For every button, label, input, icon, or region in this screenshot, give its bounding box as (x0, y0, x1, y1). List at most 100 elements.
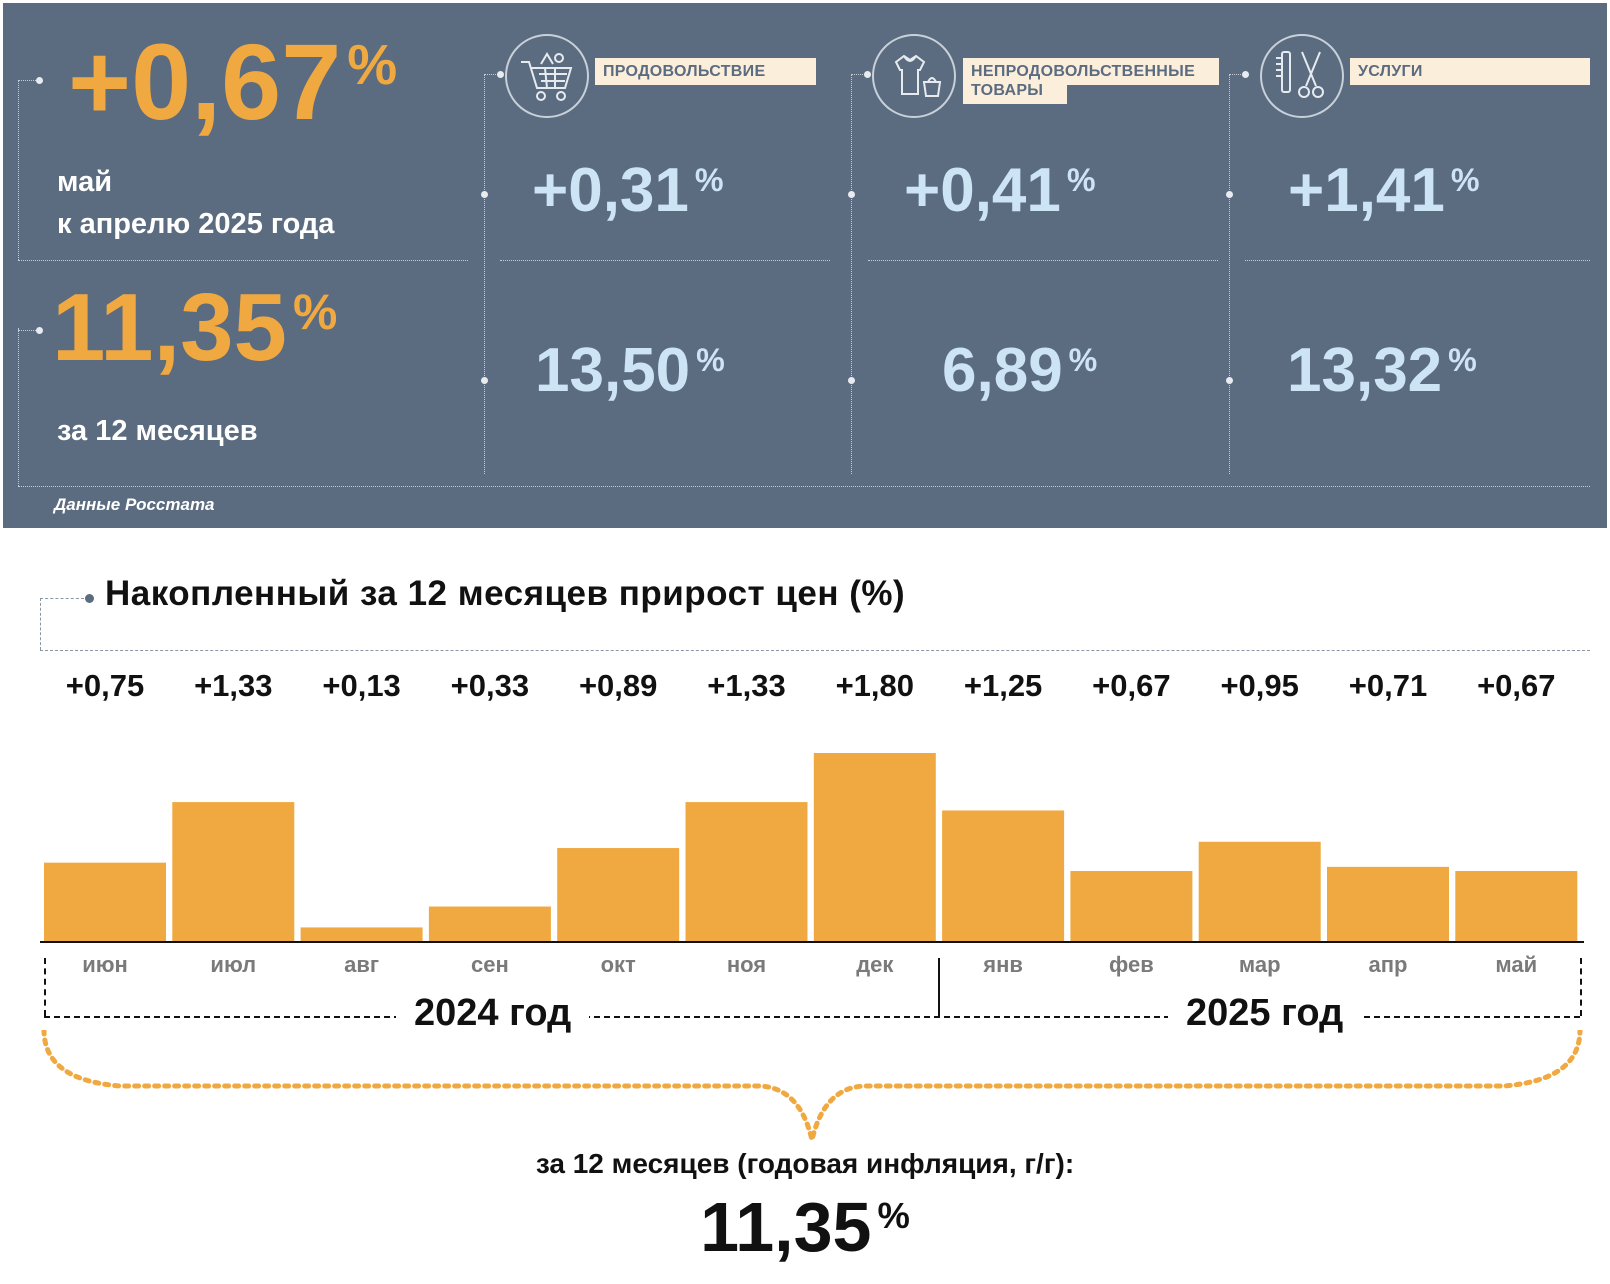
connector-line (18, 330, 38, 331)
percent-sign: % (696, 342, 725, 379)
data-label-апр: +0,71 (1348, 668, 1428, 703)
data-label-фев: +0,67 (1092, 668, 1171, 703)
connector-node (848, 191, 855, 198)
year-label-2025: 2025 год (1168, 992, 1362, 1035)
data-label-май: +0,67 (1477, 668, 1556, 703)
connector-node (1226, 377, 1233, 384)
bar-дек (813, 753, 936, 941)
connector-node (36, 327, 43, 334)
connector-node (85, 594, 94, 603)
month-label-июл: июл (210, 952, 257, 977)
month-change-label: май к апрелю 2025 года (57, 161, 334, 245)
row-divider (18, 486, 1590, 487)
year-divider (938, 958, 940, 1016)
month-label-line2: к апрелю 2025 года (57, 208, 335, 240)
connector-node (481, 191, 488, 198)
month-label-авг: авг (344, 952, 380, 977)
connector-line (851, 74, 867, 75)
connector-node (864, 71, 871, 78)
category-name-line1: НЕПРОДОВОЛЬСТВЕННЫЕ (971, 63, 1196, 80)
annual-change-label: за 12 месяцев (57, 415, 258, 447)
percent-sign: % (1448, 342, 1477, 379)
percent-sign: % (877, 1195, 910, 1237)
category-tag-food: ПРОДОВОЛЬСТВИЕ (595, 58, 816, 85)
connector-node (1226, 191, 1233, 198)
title-divider (40, 650, 1590, 651)
year-label-2024: 2024 год (396, 992, 590, 1035)
nonfood-month-value: +0,41% (904, 156, 1096, 225)
data-label-окт: +0,89 (578, 668, 658, 703)
row-divider (1245, 260, 1590, 261)
connector-node (497, 71, 504, 78)
shopping-cart-icon (505, 34, 589, 118)
bar-апр (1327, 866, 1449, 941)
percent-sign: % (1450, 162, 1480, 199)
year-bracket-left (44, 958, 46, 1016)
data-label-янв: +1,25 (963, 668, 1043, 703)
percent-sign: % (292, 284, 338, 341)
data-label-июл: +1,33 (194, 668, 273, 703)
bar-янв (942, 810, 1065, 941)
percent-sign: % (1068, 342, 1098, 379)
row-divider (868, 260, 1218, 261)
month-label-фев: фев (1109, 952, 1154, 977)
connector-node (481, 377, 488, 384)
connector-line (484, 74, 500, 75)
category-tag-services: УСЛУГИ (1350, 58, 1590, 85)
nonfood-annual-value: 6,89% (942, 336, 1098, 405)
connector-line (18, 328, 19, 486)
percent-sign: % (694, 162, 724, 199)
bar-авг (300, 927, 423, 941)
data-label-ноя: +1,33 (707, 668, 786, 703)
bar-мар (1198, 841, 1321, 941)
month-label-сен: сен (471, 952, 509, 977)
connector-line (40, 598, 41, 650)
month-change-value: +0,67% (68, 21, 398, 142)
percent-sign: % (1066, 162, 1096, 199)
connector-node (36, 77, 43, 84)
summary-total: 11,35% (700, 1188, 910, 1266)
connector-line (18, 80, 38, 81)
brace (41, 1030, 1583, 1141)
category-tag-nonfood: НЕПРОДОВОЛЬСТВЕННЫЕ (963, 58, 1219, 85)
month-label-line1: май (57, 166, 113, 198)
connector-line (18, 80, 19, 260)
food-annual-value: 13,50% (535, 336, 725, 405)
month-label-июн: июн (82, 952, 128, 977)
year-bracket-right (1580, 958, 1582, 1016)
services-month-value: +1,41% (1288, 156, 1480, 225)
bar-май (1455, 871, 1578, 941)
chart-title: Накопленный за 12 месяцев прирост цен (%… (105, 574, 906, 613)
column-divider (1229, 74, 1230, 474)
data-label-сен: +0,33 (450, 668, 530, 703)
bar-фев (1070, 871, 1193, 941)
food-month-value: +0,31% (532, 156, 724, 225)
month-label-дек: дек (856, 952, 894, 977)
row-divider (500, 260, 830, 261)
connector-node (848, 377, 855, 384)
row-divider (18, 260, 468, 261)
services-annual-value: 13,32% (1287, 336, 1477, 405)
data-label-авг: +0,13 (322, 668, 401, 703)
connector-line (1229, 74, 1245, 75)
column-divider (484, 74, 485, 474)
data-source: Данные Росстата (54, 495, 215, 514)
bar-июл (172, 802, 295, 941)
bar-июн (44, 862, 166, 941)
month-label-май: май (1495, 952, 1538, 977)
data-label-июн: +0,75 (65, 668, 145, 703)
month-label-окт: окт (600, 952, 636, 977)
connector-node (1242, 71, 1249, 78)
bar-окт (557, 848, 680, 941)
month-label-апр: апр (1368, 952, 1408, 977)
percent-sign: % (347, 33, 398, 97)
category-tag-nonfood-line2: ТОВАРЫ (963, 81, 1067, 104)
connector-line (40, 598, 84, 599)
data-label-дек: +1,80 (835, 668, 915, 703)
summary-caption: за 12 месяцев (годовая инфляция, г/г): (535, 1148, 1075, 1179)
month-label-ноя: ноя (726, 952, 767, 977)
comb-scissors-icon (1260, 34, 1344, 118)
month-label-мар: мар (1238, 952, 1281, 977)
column-divider (851, 74, 852, 474)
